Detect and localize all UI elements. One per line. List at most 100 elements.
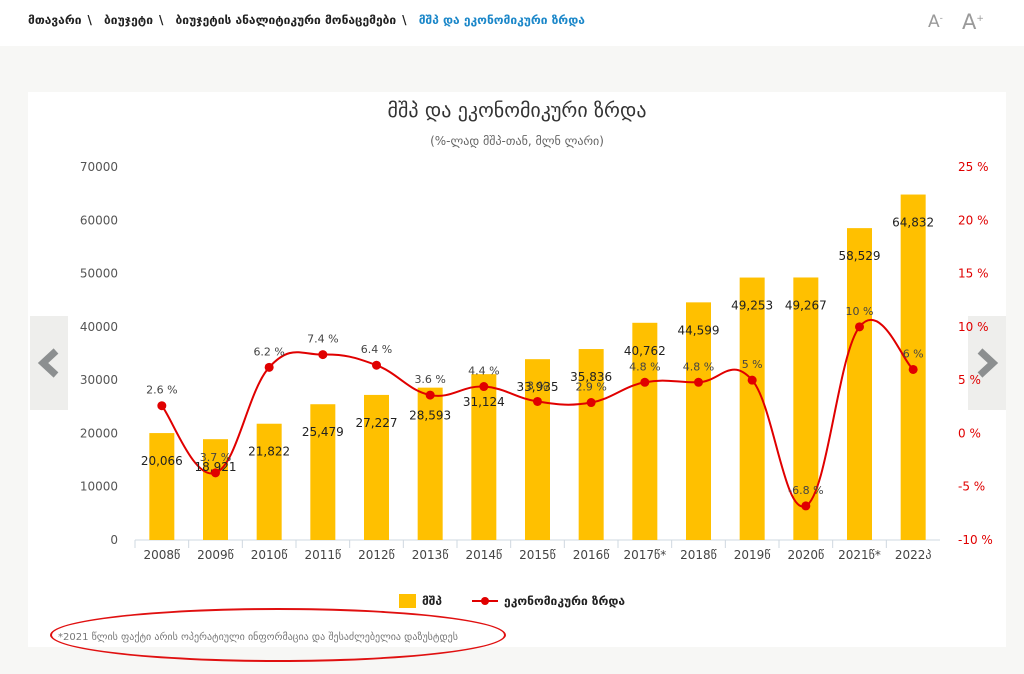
chart-legend: მშპ ეკონომიკური ზრდა	[0, 594, 1024, 608]
x-tick-label: 2021წ*	[838, 548, 881, 562]
growth-value-label: 4.8 %	[629, 360, 660, 373]
x-tick-label: 2015წ	[519, 548, 556, 562]
gdp-value-label: 64,832	[892, 216, 934, 230]
gdp-value-label: 28,593	[409, 409, 451, 423]
font-increase-letter: A	[962, 10, 977, 34]
y-left-tick-label: 60000	[80, 213, 118, 227]
growth-value-label: 3 %	[527, 379, 548, 392]
x-tick-label: 2020წ	[787, 548, 824, 562]
next-slide-button[interactable]	[968, 316, 1006, 410]
growth-value-label: 2.6 %	[146, 384, 177, 397]
x-tick-label: 2010წ	[251, 548, 288, 562]
growth-point	[908, 364, 918, 374]
gdp-bar	[847, 228, 872, 541]
y-left-tick-label: 50000	[80, 267, 118, 281]
gdp-value-label: 33,935	[517, 380, 559, 394]
y-right-tick-label: -10 %	[958, 533, 993, 547]
font-decrease-button[interactable]: A-	[928, 12, 943, 32]
growth-point	[801, 501, 811, 511]
growth-point	[640, 377, 650, 387]
y-right-tick-label: 10 %	[958, 320, 989, 334]
y-right-tick-label: 20 %	[958, 213, 989, 227]
gdp-bar	[471, 374, 497, 540]
breadcrumb-budget-analytics[interactable]: ბიუჯეტის ანალიტიკური მონაცემები	[175, 13, 397, 27]
growth-point	[318, 350, 328, 360]
y-right-tick-label: 15 %	[958, 267, 989, 281]
chart-subtitle: (%-ლად მშპ-თან, მლნ ლარი)	[430, 134, 604, 148]
font-decrease-letter: A	[928, 12, 940, 32]
font-increase-button[interactable]: A+	[962, 10, 984, 34]
growth-value-label: -6.8 %	[788, 484, 823, 497]
breadcrumb-budget[interactable]: ბიუჯეტი	[104, 13, 153, 27]
growth-value-label: 3.6 %	[414, 373, 445, 386]
x-tick-label: 2017წ*	[623, 548, 666, 562]
legend-label-gdp: მშპ	[421, 594, 443, 608]
legend-line-swatch	[472, 596, 499, 606]
chevron-right-icon	[977, 348, 999, 378]
gdp-value-label: 27,227	[356, 416, 398, 430]
growth-value-label: 4.4 %	[468, 365, 499, 378]
growth-value-label: 4.8 %	[683, 360, 714, 373]
gdp-value-label: 21,822	[248, 445, 290, 459]
y-right-tick-label: -5 %	[958, 480, 985, 494]
gdp-value-label: 40,762	[624, 344, 666, 358]
breadcrumb-home[interactable]: მთავარი	[28, 13, 82, 27]
y-right-tick-label: 25 %	[958, 160, 989, 174]
y-left-tick-label: 40000	[80, 320, 118, 334]
gdp-bar	[578, 349, 604, 540]
gdp-bar	[525, 359, 550, 540]
growth-point	[855, 322, 864, 332]
growth-point	[479, 382, 489, 392]
x-tick-label: 2022პ	[895, 548, 932, 562]
x-tick-label: 2018წ	[680, 548, 717, 562]
gdp-value-label: 20,066	[141, 454, 183, 468]
gdp-bar	[364, 394, 389, 540]
chart-title: მშპ და ეკონომიკური ზრდა	[387, 98, 647, 122]
legend-bar-swatch	[398, 594, 416, 608]
gdp-value-label: 49,267	[785, 298, 827, 312]
prev-slide-button[interactable]	[30, 316, 68, 410]
y-left-tick-label: 70000	[80, 160, 118, 174]
legend-item-growth[interactable]: ეკონომიკური ზრდა	[472, 594, 625, 608]
breadcrumb: მთავარი \ ბიუჯეტი \ ბიუჯეტის ანალიტიკური მ…	[28, 13, 585, 27]
gdp-value-label: 18,921	[195, 460, 237, 474]
y-left-tick-label: 20000	[80, 426, 118, 440]
footnote-highlight-ring	[50, 608, 506, 662]
growth-point	[425, 390, 435, 400]
x-tick-label: 2013წ	[412, 548, 449, 562]
breadcrumb-separator: \	[158, 13, 164, 27]
growth-value-label: 6.2 %	[253, 345, 284, 358]
y-left-tick-label: 0	[110, 533, 118, 547]
gdp-bar	[632, 322, 658, 540]
gdp-bar	[739, 277, 765, 540]
y-left-tick-label: 30000	[80, 373, 118, 387]
gdp-bar	[793, 277, 819, 540]
x-tick-label: 2016წ	[573, 548, 610, 562]
font-decrease-sign: -	[939, 13, 943, 24]
growth-value-label: 2.9 %	[575, 381, 606, 394]
x-tick-label: 2012წ	[358, 548, 395, 562]
growth-point	[264, 362, 274, 372]
chevron-left-icon	[37, 348, 59, 378]
gdp-bar	[417, 387, 443, 540]
legend-label-growth: ეკონომიკური ზრდა	[504, 594, 626, 608]
breadcrumb-separator: \	[402, 13, 407, 27]
growth-value-label: 3.7 %	[200, 451, 231, 464]
growth-point	[747, 375, 757, 385]
growth-value-label: 5 %	[742, 358, 763, 371]
gdp-value-label: 49,253	[731, 299, 773, 313]
gdp-value-label: 35,836	[570, 370, 612, 384]
x-tick-label: 2011წ	[304, 548, 341, 562]
growth-point	[694, 377, 703, 387]
legend-item-gdp[interactable]: მშპ	[398, 594, 443, 608]
growth-value-label: 6.4 %	[361, 343, 392, 356]
breadcrumb-current[interactable]: მშპ და ეკონომიკური ზრდა	[418, 13, 585, 27]
gdp-value-label: 31,124	[463, 395, 505, 409]
growth-value-label: 7.4 %	[307, 333, 338, 346]
x-tick-label: 2009წ	[197, 548, 234, 562]
growth-value-label: 10 %	[846, 305, 874, 318]
gdp-bar	[149, 433, 175, 540]
gdp-bar	[256, 423, 282, 540]
gdp-value-label: 44,599	[678, 323, 720, 337]
